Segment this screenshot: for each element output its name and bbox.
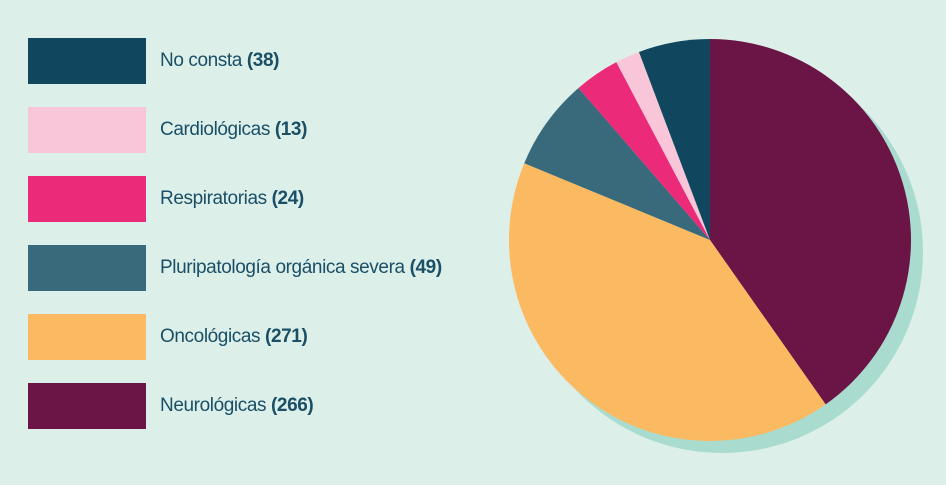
- legend-count: (13): [274, 119, 308, 140]
- legend-swatch: [28, 176, 146, 222]
- legend-item-neurologicas: Neurológicas (266): [28, 383, 468, 429]
- legend-count: (24): [271, 188, 305, 209]
- legend-label: Neurológicas (266): [160, 395, 314, 417]
- legend-label: Pluripatología orgánica severa (49): [160, 257, 442, 279]
- legend-count: (266): [270, 395, 314, 416]
- legend-label: No consta (38): [160, 50, 279, 72]
- legend-category: Cardiológicas: [160, 119, 270, 140]
- slice-cardiologicas: [616, 51, 710, 240]
- legend-category: No consta: [160, 50, 242, 71]
- legend-count: (49): [409, 257, 443, 278]
- legend-item-cardiologicas: Cardiológicas (13): [28, 107, 468, 153]
- legend-category: Neurológicas: [160, 395, 267, 416]
- legend-label: Respiratorias (24): [160, 188, 304, 210]
- legend-label: Cardiológicas (13): [160, 119, 307, 141]
- slice-respiratorias: [578, 62, 710, 241]
- slice-pluripatologia: [524, 87, 710, 240]
- slice-neurologicas: [710, 39, 911, 405]
- slice-oncologicas: [509, 163, 826, 441]
- legend-swatch: [28, 314, 146, 360]
- pie-slices: [509, 39, 911, 441]
- legend-category: Pluripatología orgánica severa: [160, 257, 405, 278]
- slice-no-consta: [638, 39, 710, 240]
- legend-label: Oncológicas (271): [160, 326, 308, 348]
- legend-item-pluripatologia: Pluripatología orgánica severa (49): [28, 245, 468, 291]
- legend-item-no-consta: No consta (38): [28, 38, 468, 84]
- legend-category: Oncológicas: [160, 326, 261, 347]
- legend: No consta (38) Cardiológicas (13) Respir…: [28, 38, 468, 452]
- legend-swatch: [28, 245, 146, 291]
- legend-swatch: [28, 107, 146, 153]
- legend-swatch: [28, 383, 146, 429]
- legend-item-respiratorias: Respiratorias (24): [28, 176, 468, 222]
- legend-count: (38): [246, 50, 280, 71]
- legend-category: Respiratorias: [160, 188, 267, 209]
- legend-swatch: [28, 38, 146, 84]
- legend-item-oncologicas: Oncológicas (271): [28, 314, 468, 360]
- legend-count: (271): [265, 326, 308, 347]
